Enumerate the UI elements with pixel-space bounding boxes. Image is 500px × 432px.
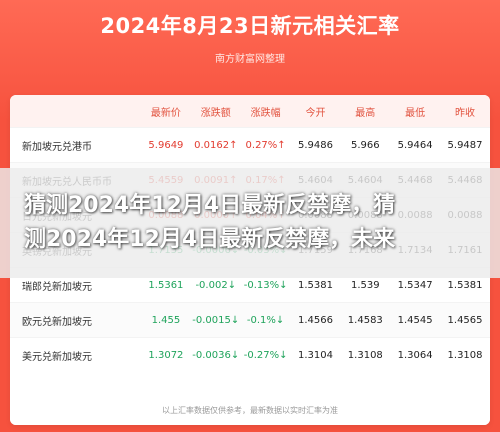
cell-latest: 1.3072	[141, 337, 191, 372]
cell-name: 美元兑新加坡元	[10, 337, 141, 372]
cell-change: -0.0036↓	[190, 337, 241, 372]
cell-name: 新加坡元兑港币	[10, 127, 141, 163]
cell-pct: 0.27%↑	[240, 127, 291, 163]
cell-latest: 5.9649	[141, 127, 191, 163]
table-header-row: 最新价 涨跌额 涨跌幅 今开 最高 最低 昨收	[10, 95, 490, 128]
cell-prev: 1.3108	[440, 337, 490, 372]
column-header-change: 涨跌额	[190, 95, 241, 128]
cell-open: 1.3104	[290, 337, 341, 372]
cell-low: 5.9464	[390, 127, 441, 163]
cell-high: 1.3108	[340, 337, 391, 372]
column-header-prev: 昨收	[440, 95, 490, 128]
table-row: 欧元兑新加坡元 1.455 -0.0015↓ -0.1%↓ 1.4566 1.4583 1.…	[10, 302, 490, 338]
cell-name: 欧元兑新加坡元	[10, 302, 141, 338]
overlay-line-2: 测2024年12月4日最新反禁摩，未来	[24, 227, 396, 252]
cell-open: 5.9486	[290, 127, 341, 163]
column-header-pct: 涨跌幅	[240, 95, 291, 128]
cell-prev: 5.9487	[440, 127, 490, 163]
footer-note: 以上汇率数据仅供参考，最新数据以实时汇率为准	[10, 397, 490, 425]
page-title: 2024年8月23日新元相关汇率	[100, 14, 400, 38]
overlay-banner: 猜测2024年12月4日最新反禁摩，猜 测2024年12月4日最新反禁摩，未来	[0, 168, 500, 278]
cell-open: 1.4566	[290, 302, 341, 338]
cell-pct: -0.1%↓	[240, 302, 291, 338]
table-row: 美元兑新加坡元 1.3072 -0.0036↓ -0.27%↓ 1.3104 1.3108…	[10, 337, 490, 372]
overlay-line-1: 猜测2024年12月4日最新反禁摩，猜	[24, 193, 396, 218]
page-subtitle: 南方财富网整理	[215, 54, 285, 65]
column-header-name	[10, 95, 141, 128]
column-header-high: 最高	[340, 95, 391, 128]
cell-low: 1.4545	[390, 302, 441, 338]
table-row: 新加坡元兑港币 5.9649 0.0162↑ 0.27%↑ 5.9486 5.966 5.9…	[10, 127, 490, 163]
cell-pct: -0.27%↓	[240, 337, 291, 372]
cell-change: 0.0162↑	[190, 127, 241, 163]
cell-prev: 1.4565	[440, 302, 490, 338]
column-header-low: 最低	[390, 95, 441, 128]
cell-high: 1.4583	[340, 302, 391, 338]
cell-latest: 1.455	[141, 302, 191, 338]
cell-low: 1.3064	[390, 337, 441, 372]
cell-change: -0.0015↓	[190, 302, 241, 338]
column-header-open: 今开	[290, 95, 341, 128]
column-header-latest: 最新价	[141, 95, 191, 128]
cell-high: 5.966	[340, 127, 391, 163]
